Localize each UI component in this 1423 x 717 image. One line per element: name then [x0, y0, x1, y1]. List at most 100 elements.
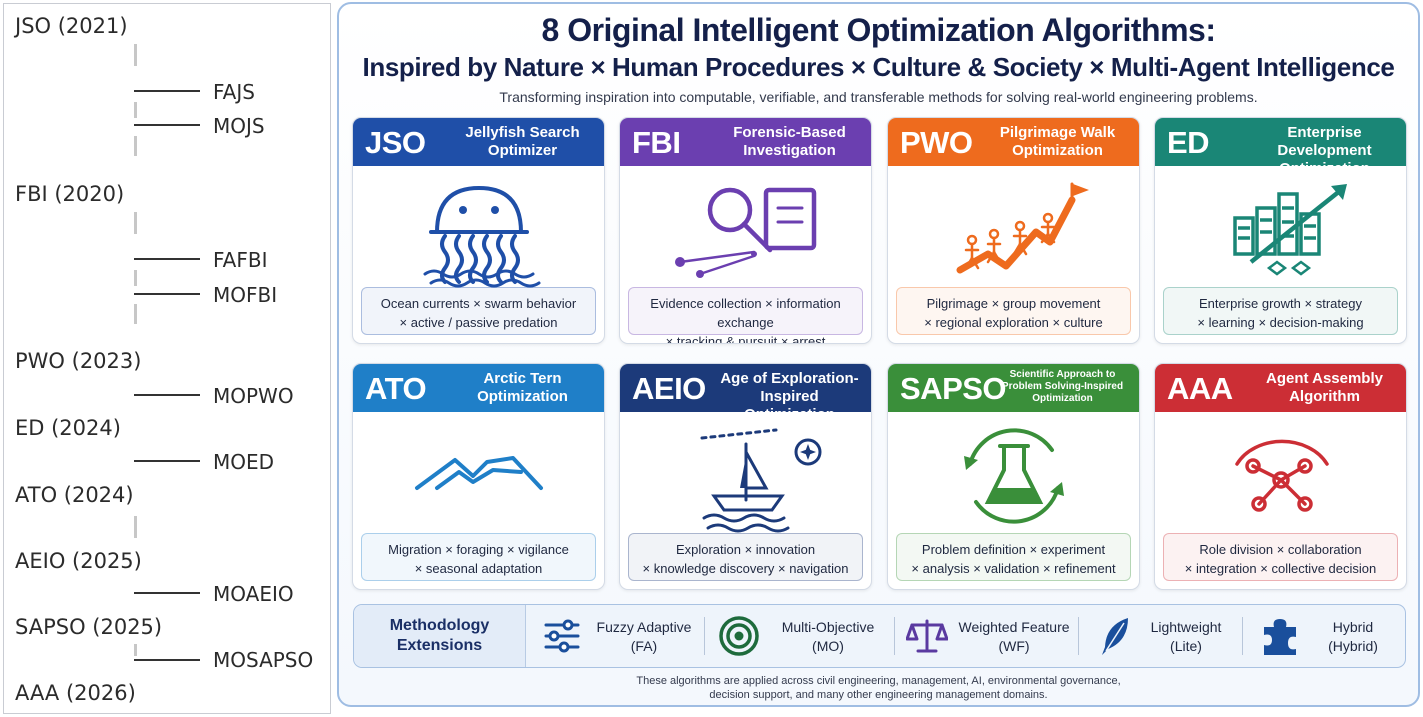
sliders-icon — [544, 619, 580, 653]
panel-tagline: Transforming inspiration into computable… — [499, 89, 1258, 105]
card-full-name: Pilgrimage Walk Optimization — [999, 124, 1116, 159]
card-header: AAA Agent Assembly Algorithm — [1155, 364, 1406, 412]
algorithm-timeline: JSO (2021) FAJS MOJS FBI (2020) FAFBI MO… — [3, 3, 331, 714]
card-sapso: SAPSO Scientific Approach to Problem Solv… — [887, 363, 1140, 590]
card-header: ED Enterprise Development Optimization — [1155, 118, 1406, 177]
timeline-variant: FAFBI — [213, 248, 268, 272]
card-abbreviation: PWO — [900, 125, 973, 160]
jellyfish-icon — [423, 185, 541, 288]
timeline-variant: FAJS — [213, 80, 255, 104]
timeline-algorithm: AAA (2026) — [15, 681, 136, 705]
card-full-name: Enterprise Development Optimization — [1277, 124, 1372, 177]
sailing-ship-icon — [700, 428, 822, 533]
timeline-branch — [134, 460, 200, 462]
card-description: Pilgrimage × group movement × regional ex… — [896, 287, 1131, 335]
divider — [704, 617, 705, 655]
timeline-branch — [134, 258, 200, 260]
timeline-algorithm: PWO (2023) — [15, 349, 142, 373]
card-header: FBI Forensic-Based Investigation — [620, 118, 871, 166]
timeline-connector — [134, 304, 137, 324]
timeline-branch — [134, 659, 200, 661]
extension-label: Multi-Objective (MO) — [781, 619, 875, 654]
divider — [1242, 617, 1243, 655]
card-full-name: Forensic-Based Investigation — [733, 124, 846, 159]
card-header: PWO Pilgrimage Walk Optimization — [888, 118, 1139, 166]
magnifier-evidence-icon — [675, 187, 817, 278]
timeline-variant: MOSAPSO — [213, 648, 314, 672]
timeline-variant: MOFBI — [213, 283, 278, 307]
timeline-branch — [134, 394, 200, 396]
timeline-connector — [134, 102, 137, 118]
card-ato: ATO Arctic Tern Optimization Migration × … — [352, 363, 605, 590]
extension-hybrid: Hybrid (Hybrid) — [1248, 605, 1406, 667]
card-full-name: Agent Assembly Algorithm — [1266, 370, 1383, 405]
timeline-variant: MOED — [213, 450, 275, 474]
timeline-connector — [134, 270, 137, 286]
timeline-branch — [134, 124, 200, 126]
growth-chart-icon — [1233, 184, 1347, 276]
extension-lightweight: Lightweight (Lite) — [1084, 605, 1240, 667]
card-abbreviation: SAPSO — [900, 371, 1007, 406]
timeline-branch — [134, 90, 200, 92]
extension-label: Hybrid (Hybrid) — [1328, 619, 1378, 654]
puzzle-icon — [1264, 619, 1296, 655]
card-abbreviation: AAA — [1167, 371, 1233, 406]
card-description: Enterprise growth × strategy × learning ×… — [1163, 287, 1398, 335]
target-icon — [719, 616, 759, 656]
tern-wings-icon — [415, 456, 543, 490]
timeline-algorithm: FBI (2020) — [15, 182, 125, 206]
scales-icon — [906, 619, 948, 653]
divider — [894, 617, 895, 655]
extension-weighted-feature: Weighted Feature (WF) — [900, 605, 1078, 667]
card-abbreviation: FBI — [632, 125, 681, 160]
extension-label: Lightweight (Lite) — [1150, 619, 1222, 654]
footnote: These algorithms are applied across civi… — [636, 675, 1121, 701]
timeline-algorithm: ATO (2024) — [15, 483, 134, 507]
card-header: ATO Arctic Tern Optimization — [353, 364, 604, 412]
card-aaa: AAA Agent Assembly Algorithm Role divisio… — [1154, 363, 1407, 590]
timeline-algorithm: JSO (2021) — [15, 14, 128, 38]
divider — [1078, 617, 1079, 655]
feather-icon — [1102, 618, 1128, 655]
card-abbreviation: ATO — [365, 371, 427, 406]
card-full-name: Scientific Approach to Problem Solving-In… — [1001, 369, 1124, 404]
flask-cycle-icon — [964, 428, 1064, 524]
card-description: Role division × collaboration × integrati… — [1163, 533, 1398, 581]
timeline-algorithm: AEIO (2025) — [15, 549, 142, 573]
timeline-variant: MOAEIO — [213, 582, 294, 606]
timeline-connector — [134, 136, 137, 156]
card-description: Exploration × innovation × knowledge disc… — [628, 533, 863, 581]
card-abbreviation: JSO — [365, 125, 426, 160]
card-description: Evidence collection × information exchan… — [628, 287, 863, 343]
timeline-connector — [134, 516, 137, 538]
timeline-algorithm: SAPSO (2025) — [15, 615, 163, 639]
panel-title: 8 Original Intelligent Optimization Algo… — [541, 12, 1217, 48]
methodology-extensions-bar: Methodology Extensions Fuzzy Adaptive (FA) — [353, 604, 1406, 668]
extension-multi-objective: Multi-Objective (MO) — [710, 605, 894, 667]
card-full-name: Arctic Tern Optimization — [477, 370, 568, 405]
timeline-branch — [134, 592, 200, 594]
card-ed: ED Enterprise Development Optimization — [1154, 117, 1407, 344]
card-description: Problem definition × experiment × analysi… — [896, 533, 1131, 581]
card-full-name: Age of Exploration- Inspired Optimization — [720, 370, 859, 423]
algorithms-overview-panel: 8 Original Intelligent Optimization Algo… — [337, 2, 1420, 707]
timeline-branch — [134, 293, 200, 295]
timeline-variant: MOJS — [213, 114, 265, 138]
card-description: Migration × foraging × vigilance × season… — [361, 533, 596, 581]
card-pwo: PWO Pilgrimage Walk Optimization Pilgrima… — [887, 117, 1140, 344]
extension-fuzzy-adaptive: Fuzzy Adaptive (FA) — [534, 605, 704, 667]
timeline-algorithm: ED (2024) — [15, 416, 121, 440]
card-abbreviation: AEIO — [632, 371, 706, 406]
agent-network-icon — [1235, 439, 1329, 512]
timeline-connector — [134, 212, 137, 234]
timeline-connector — [134, 44, 137, 66]
timeline-connector — [134, 644, 137, 656]
panel-subtitle: Inspired by Nature × Human Procedures × … — [362, 52, 1395, 82]
card-jso: JSO Jellyfish Search Optimizer Ocea — [352, 117, 605, 344]
card-header: AEIO Age of Exploration- Inspired Optimiz… — [620, 364, 871, 423]
extension-label: Weighted Feature (WF) — [958, 619, 1070, 654]
card-header: JSO Jellyfish Search Optimizer — [353, 118, 604, 166]
card-abbreviation: ED — [1167, 125, 1210, 160]
timeline-variant: MOPWO — [213, 384, 294, 408]
card-full-name: Jellyfish Search Optimizer — [465, 124, 580, 159]
